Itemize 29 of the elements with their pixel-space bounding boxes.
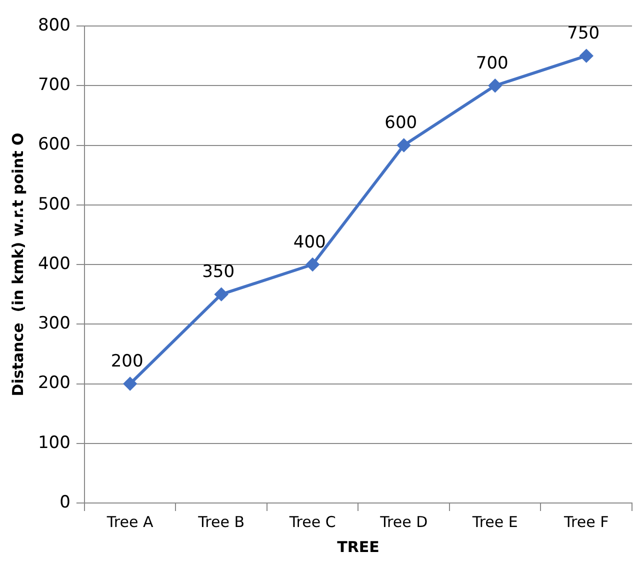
data-label: 700 [476, 54, 508, 74]
point [397, 138, 410, 152]
data-label: 200 [110, 352, 144, 372]
data-label: 600 [384, 113, 418, 134]
point [124, 377, 137, 390]
x-tick-label: Tree B [197, 512, 244, 531]
y-tick-label: 700 [38, 75, 70, 96]
y-tick-label: 800 [38, 15, 70, 36]
x-axis-title: TREE [337, 538, 380, 556]
x-tick-label: Tree F [563, 512, 609, 531]
y-axis-title: Distance (in kmk) w.r.t point O [8, 132, 27, 396]
y-tick-label: 600 [38, 134, 70, 155]
y-tick-label: 100 [38, 432, 70, 453]
data-label: 350 [202, 262, 235, 282]
point [214, 288, 228, 301]
x-tick-label: Tree D [379, 512, 428, 531]
data-label: 400 [293, 232, 326, 252]
x-tick-label: Tree E [471, 512, 518, 531]
y-tick-label: 400 [38, 254, 70, 274]
y-tick-label: 300 [38, 314, 70, 334]
point [580, 49, 593, 62]
y-tick-label: 500 [38, 194, 70, 214]
y-tick-label: 200 [38, 373, 70, 394]
data-label: 750 [567, 24, 600, 44]
x-tick-label: Tree A [106, 512, 154, 531]
point [488, 79, 502, 92]
x-tick-label: Tree C [288, 512, 336, 531]
y-tick-label: 0 [60, 492, 70, 512]
point [306, 258, 320, 271]
